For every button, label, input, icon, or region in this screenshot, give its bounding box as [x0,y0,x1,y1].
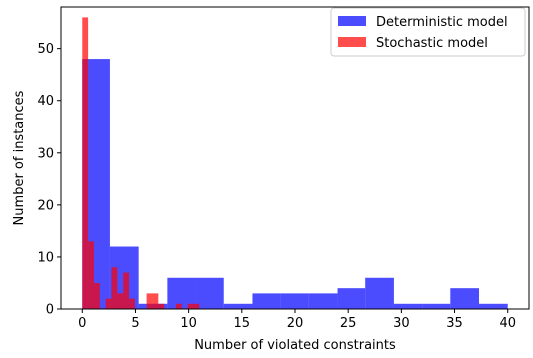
x-tick-label: 15 [234,316,251,331]
histogram-bar [82,17,89,309]
x-axis-label: Number of violated constraints [194,338,396,353]
x-tick-label: 20 [287,316,304,331]
legend-swatch [338,37,366,47]
histogram-bar [187,303,194,309]
histogram-bar [252,293,281,309]
histogram-bar [308,293,338,309]
y-tick-label: 50 [37,42,54,57]
y-tick-label: 20 [37,198,54,213]
x-tick-label: 40 [499,316,516,331]
histogram-bar [146,293,153,309]
histogram-bar [111,267,118,309]
legend-label: Deterministic model [376,15,508,30]
histogram-bar [479,303,508,309]
histogram-bar [88,241,94,309]
bars-layer [82,17,508,309]
y-tick-label: 30 [37,146,54,161]
histogram-bar [223,303,253,309]
y-tick-label: 10 [37,250,54,265]
series-0 [82,59,508,309]
histogram-bar [422,303,451,309]
legend: Deterministic model Stochastic model [330,7,526,57]
legend-label: Stochastic model [376,36,488,51]
y-tick-label: 40 [37,94,54,109]
y-axis-label: Number of instances [12,90,27,225]
histogram-bar [280,293,309,309]
histogram-bar [117,293,124,309]
histogram-bar [93,282,100,309]
x-tick-label: 5 [131,316,139,331]
histogram-bar [129,298,135,309]
x-tick-label: 0 [78,316,86,331]
histogram-bar [195,277,224,309]
x-tick-label: 10 [180,316,197,331]
histogram-bar [152,293,159,309]
y-tick-label: 0 [46,303,54,318]
histogram-bar [450,288,480,309]
histogram-bar [365,277,394,309]
histogram-bar [123,272,130,309]
histogram-bar [393,303,423,309]
x-tick-label: 35 [446,316,463,331]
legend-box [330,7,526,57]
histogram-bar [175,303,182,309]
histogram-bar [337,288,366,309]
series-1 [82,17,200,309]
histogram-bar [193,303,200,309]
axes-layer: 0 5 10 15 20 25 30 35 40 0 10 20 30 40 50 [37,6,530,331]
x-tick-label: 25 [340,316,357,331]
legend-swatch [338,16,366,26]
histogram-bar [105,298,112,309]
histogram-bar [158,303,165,309]
x-tick-label: 30 [393,316,410,331]
